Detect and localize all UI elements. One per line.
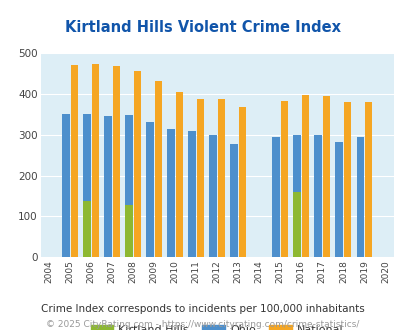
Bar [280,101,288,257]
Bar [175,92,183,257]
Text: Kirtland Hills Violent Crime Index: Kirtland Hills Violent Crime Index [65,20,340,35]
Bar [343,102,350,257]
Bar [293,135,300,257]
Bar [125,115,132,257]
Text: Crime Index corresponds to incidents per 100,000 inhabitants: Crime Index corresponds to incidents per… [41,304,364,314]
Bar [209,135,216,257]
Legend: Kirtland Hills, Ohio, National: Kirtland Hills, Ohio, National [86,320,347,330]
Bar [112,66,119,257]
Bar [293,192,300,257]
Bar [217,99,224,257]
Bar [322,96,329,257]
Bar [188,131,195,257]
Bar [146,121,153,257]
Bar [83,114,90,257]
Bar [133,71,141,257]
Bar [301,95,309,257]
Bar [83,201,90,257]
Bar [167,129,174,257]
Bar [272,137,279,257]
Bar [70,65,78,257]
Bar [196,99,204,257]
Text: © 2025 CityRating.com - https://www.cityrating.com/crime-statistics/: © 2025 CityRating.com - https://www.city… [46,319,359,329]
Bar [356,137,363,257]
Bar [335,143,342,257]
Bar [230,144,237,257]
Bar [62,114,69,257]
Bar [125,206,132,257]
Bar [92,64,99,257]
Bar [154,81,162,257]
Bar [238,107,245,257]
Bar [364,102,371,257]
Bar [314,135,321,257]
Bar [104,116,111,257]
